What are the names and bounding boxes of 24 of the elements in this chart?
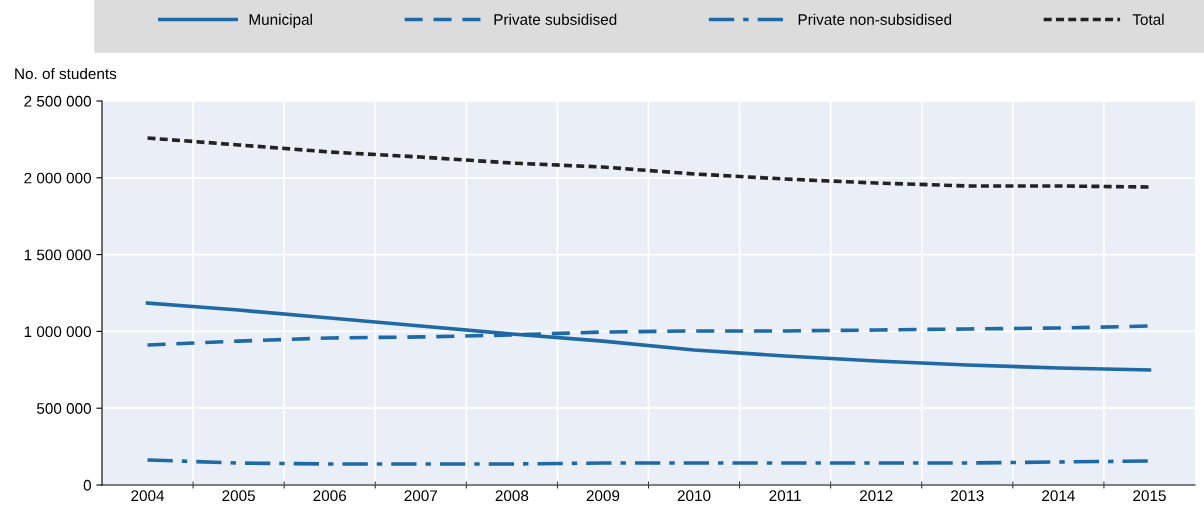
x-tick-label: 2008	[495, 490, 529, 502]
legend-label: Private non-subsidised	[798, 13, 952, 25]
y-tick-label: 0	[83, 479, 91, 491]
x-tick-label: 2009	[586, 490, 620, 502]
x-tick-label: 2005	[222, 490, 255, 502]
x-tick-label: 2006	[313, 490, 347, 502]
y-tick-label: 2 000 000	[24, 172, 91, 184]
legend-label: Private subsidised	[494, 13, 617, 25]
y-tick-label: 2 500 000	[24, 95, 91, 107]
legend-label: Total	[1132, 13, 1164, 25]
x-tick-label: 2007	[404, 490, 438, 502]
x-tick-label: 2013	[951, 490, 984, 502]
y-tick-label: 1 000 000	[24, 326, 91, 338]
y-tick-label: 500 000	[36, 403, 91, 414]
y-axis-title: No. of students	[15, 67, 117, 80]
x-tick-label: 2012	[859, 490, 893, 502]
x-tick-label: 2011	[769, 490, 801, 502]
y-tick-label: 1 500 000	[24, 249, 91, 261]
x-tick-label: 2014	[1042, 490, 1075, 502]
line-series	[145, 301, 1152, 372]
legend-label: Municipal	[249, 13, 312, 28]
x-tick-label: 2015	[1133, 490, 1166, 502]
x-tick-label: 2004	[131, 490, 165, 502]
x-tick-label: 2010	[677, 490, 711, 502]
